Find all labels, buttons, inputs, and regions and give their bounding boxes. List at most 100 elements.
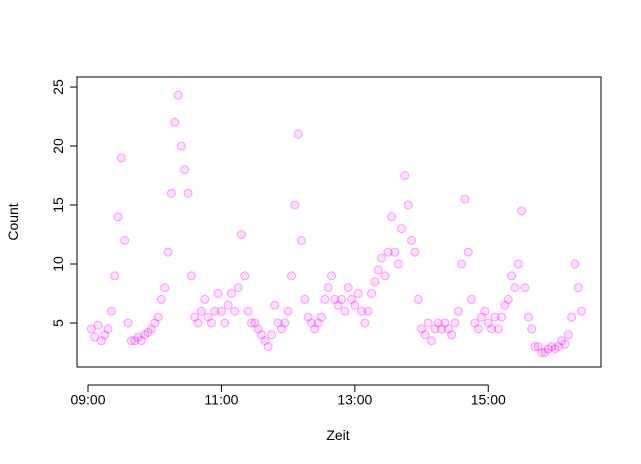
point — [213, 288, 223, 298]
point — [136, 336, 146, 346]
point — [393, 259, 403, 269]
point — [310, 324, 320, 334]
point — [316, 312, 326, 322]
point — [303, 312, 313, 322]
point — [373, 265, 383, 275]
point — [470, 318, 480, 328]
point — [423, 318, 433, 328]
point — [243, 306, 253, 316]
point — [400, 171, 410, 181]
point — [160, 283, 170, 293]
point — [290, 200, 300, 210]
point — [123, 318, 133, 328]
point — [340, 306, 350, 316]
point — [383, 247, 393, 257]
point — [567, 312, 577, 322]
point — [166, 188, 176, 198]
point — [417, 324, 427, 334]
point — [533, 342, 543, 352]
point — [410, 247, 420, 257]
point — [246, 318, 256, 328]
point — [360, 318, 370, 328]
point — [283, 306, 293, 316]
point — [240, 271, 250, 281]
point — [510, 283, 520, 293]
point — [103, 324, 113, 334]
point — [146, 324, 156, 334]
x-tick-label: 13:00 — [337, 392, 372, 408]
point — [183, 188, 193, 198]
point — [500, 300, 510, 310]
point — [126, 336, 136, 346]
point — [116, 153, 126, 163]
point — [343, 283, 353, 293]
point — [200, 294, 210, 304]
x-tick-label: 15:00 — [471, 392, 506, 408]
y-tick-label: 5 — [50, 319, 66, 327]
point — [403, 200, 413, 210]
point — [86, 324, 96, 334]
point — [527, 324, 537, 334]
point — [350, 300, 360, 310]
point — [483, 318, 493, 328]
point — [276, 324, 286, 334]
point — [367, 288, 377, 298]
point — [467, 294, 477, 304]
point — [540, 347, 550, 357]
point — [520, 283, 530, 293]
point — [370, 277, 380, 287]
point — [517, 206, 527, 216]
x-tick-label: 09:00 — [70, 392, 105, 408]
point — [513, 259, 523, 269]
point — [180, 165, 190, 175]
point — [523, 312, 533, 322]
point — [543, 344, 553, 354]
point — [577, 306, 587, 316]
point — [196, 306, 206, 316]
point — [90, 332, 100, 342]
point — [133, 332, 143, 342]
point — [130, 336, 140, 346]
point — [353, 288, 363, 298]
point — [330, 294, 340, 304]
point — [226, 288, 236, 298]
point — [347, 294, 357, 304]
point — [430, 324, 440, 334]
point — [487, 324, 497, 334]
point — [220, 318, 230, 328]
point — [507, 271, 517, 281]
point — [497, 312, 507, 322]
point — [263, 342, 273, 352]
point — [120, 235, 130, 245]
point — [357, 306, 367, 316]
point — [480, 306, 490, 316]
point — [550, 344, 560, 354]
y-tick-label: 25 — [50, 79, 66, 95]
point — [547, 342, 557, 352]
point — [387, 212, 397, 222]
point — [173, 90, 183, 100]
point — [557, 336, 567, 346]
point — [560, 339, 570, 349]
point — [300, 294, 310, 304]
point — [320, 294, 330, 304]
point — [457, 259, 467, 269]
point — [493, 324, 503, 334]
point — [390, 247, 400, 257]
point — [490, 312, 500, 322]
point — [250, 318, 260, 328]
point — [333, 300, 343, 310]
point — [193, 318, 203, 328]
point — [93, 320, 103, 330]
point — [377, 253, 387, 263]
point — [233, 283, 243, 293]
point — [413, 294, 423, 304]
y-tick-label: 20 — [50, 138, 66, 154]
point — [450, 318, 460, 328]
point — [337, 294, 347, 304]
point — [140, 330, 150, 340]
point — [223, 300, 233, 310]
point — [186, 271, 196, 281]
point — [447, 330, 457, 340]
